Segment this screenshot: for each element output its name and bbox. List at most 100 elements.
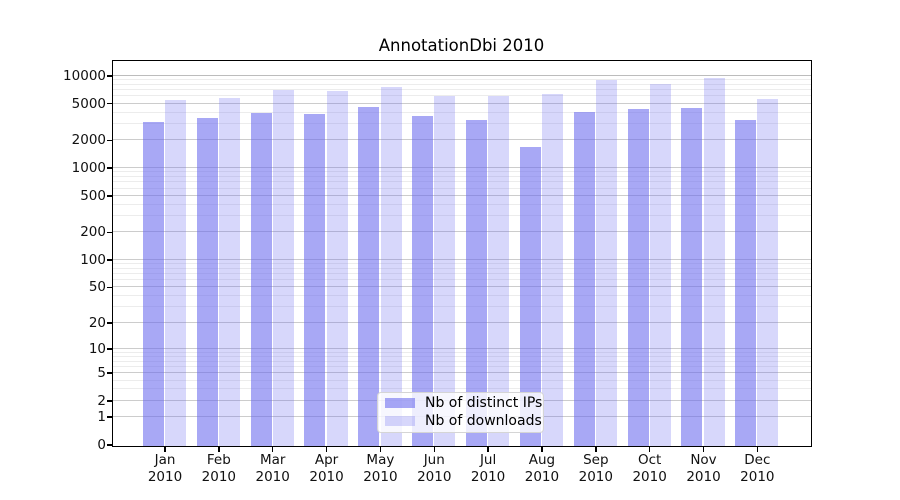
- y-tick-label-2000: 2000: [71, 132, 106, 149]
- bar-distinct-ips-dec-2010: [735, 119, 757, 446]
- y-tick-mark-500: [106, 195, 112, 197]
- y-tick-mark-1: [106, 416, 112, 418]
- x-tick-label-oct-2010: Oct 2010: [632, 452, 667, 485]
- gridline-major-1000: [112, 167, 811, 169]
- gridline-minor-600: [112, 187, 811, 189]
- gridline-major-5000: [112, 102, 811, 104]
- y-tick-mark-50: [106, 286, 112, 289]
- legend-swatch-downloads: [385, 416, 415, 426]
- bar-distinct-ips-nov-2010: [681, 107, 703, 446]
- x-tick-mark-jan-2010: [164, 446, 166, 452]
- x-tick-label-jul-2010: Jul 2010: [470, 452, 506, 485]
- y-tick-mark-2: [106, 400, 112, 402]
- x-tick-label-jan-2010: Jan 2010: [147, 452, 183, 485]
- gridline-minor-3000: [112, 123, 811, 125]
- gridline-minor-3: [112, 388, 811, 390]
- y-tick-label-500: 500: [80, 187, 106, 204]
- bar-distinct-ips-oct-2010: [627, 108, 649, 446]
- gridline-major-200: [112, 231, 811, 233]
- gridline-minor-700: [112, 181, 811, 183]
- gridline-minor-7000: [112, 89, 811, 91]
- gridline-minor-4: [112, 379, 811, 381]
- gridline-minor-300: [112, 215, 811, 217]
- gridline-major-100: [112, 259, 811, 261]
- x-tick-mark-nov-2010: [702, 446, 705, 452]
- y-tick-label-200: 200: [80, 224, 106, 241]
- y-tick-label-5: 5: [97, 365, 106, 382]
- x-tick-label-aug-2010: Aug 2010: [524, 452, 560, 485]
- gridline-major-2000: [112, 139, 811, 141]
- x-tick-mark-apr-2010: [325, 446, 328, 452]
- bar-distinct-ips-aug-2010: [519, 147, 541, 446]
- y-tick-label-5000: 5000: [71, 95, 106, 112]
- y-tick-label-20: 20: [88, 314, 106, 331]
- gridline-minor-9: [112, 351, 811, 353]
- gridline-minor-9000: [112, 79, 811, 81]
- bar-distinct-ips-sep-2010: [573, 112, 595, 446]
- y-tick-mark-100: [106, 259, 112, 261]
- legend-item-distinct-ips: Nb of distinct IPs: [385, 395, 543, 411]
- x-tick-mark-mar-2010: [271, 446, 274, 452]
- y-tick-label-10: 10: [88, 340, 106, 357]
- x-tick-mark-sep-2010: [595, 446, 597, 452]
- bar-downloads-nov-2010: [703, 77, 725, 446]
- gridline-major-500: [112, 194, 811, 196]
- bar-downloads-jun-2010: [434, 95, 456, 446]
- gridline-minor-30: [112, 306, 811, 308]
- x-tick-mark-jul-2010: [487, 446, 489, 452]
- y-tick-mark-10000: [106, 75, 112, 77]
- gridline-minor-4000: [112, 111, 811, 113]
- x-tick-mark-dec-2010: [756, 446, 759, 452]
- gridline-minor-40: [112, 295, 811, 297]
- x-tick-mark-oct-2010: [648, 446, 651, 452]
- y-tick-mark-1000: [106, 167, 112, 169]
- gridline-minor-800: [112, 176, 811, 178]
- gridline-major-50: [112, 286, 811, 288]
- gridline-minor-90: [112, 263, 811, 265]
- gridline-minor-6: [112, 366, 811, 368]
- y-tick-mark-200: [106, 231, 112, 234]
- chart-title: AnnotationDbi 2010: [378, 36, 545, 55]
- x-tick-mark-aug-2010: [541, 446, 543, 452]
- bar-downloads-apr-2010: [326, 91, 348, 446]
- gridline-major-5: [112, 372, 811, 374]
- legend-swatch-distinct-ips: [385, 398, 415, 408]
- bar-distinct-ips-apr-2010: [304, 114, 326, 446]
- gridline-minor-8: [112, 355, 811, 357]
- y-tick-label-1000: 1000: [71, 160, 106, 177]
- x-tick-mark-feb-2010: [218, 446, 220, 452]
- y-tick-label-2: 2: [97, 392, 106, 409]
- bar-downloads-dec-2010: [757, 98, 779, 446]
- bar-downloads-jul-2010: [488, 96, 510, 446]
- y-tick-mark-5000: [106, 102, 112, 105]
- bar-distinct-ips-jan-2010: [142, 122, 164, 446]
- y-tick-label-10000: 10000: [63, 67, 106, 84]
- x-tick-label-jun-2010: Jun 2010: [417, 452, 452, 485]
- gridline-minor-70: [112, 273, 811, 275]
- bar-distinct-ips-may-2010: [358, 107, 380, 446]
- bar-downloads-sep-2010: [595, 79, 617, 446]
- x-tick-label-nov-2010: Nov 2010: [686, 452, 721, 485]
- bar-downloads-may-2010: [380, 87, 402, 446]
- x-tick-mark-jun-2010: [433, 446, 435, 452]
- x-tick-label-mar-2010: Mar 2010: [255, 452, 290, 485]
- y-tick-mark-0: [106, 444, 112, 446]
- gridline-major-10: [112, 347, 811, 349]
- x-tick-label-sep-2010: Sep 2010: [578, 452, 613, 485]
- x-tick-label-may-2010: May 2010: [363, 452, 398, 485]
- bar-distinct-ips-jul-2010: [466, 119, 487, 446]
- y-tick-mark-5: [106, 372, 112, 374]
- y-tick-label-50: 50: [88, 279, 106, 296]
- gridline-minor-7: [112, 360, 811, 362]
- gridline-minor-80: [112, 267, 811, 269]
- x-tick-label-apr-2010: Apr 2010: [309, 452, 344, 485]
- x-tick-label-feb-2010: Feb 2010: [201, 452, 237, 485]
- bar-distinct-ips-jun-2010: [412, 116, 434, 446]
- legend: Nb of distinct IPs Nb of downloads: [377, 391, 544, 433]
- bar-downloads-mar-2010: [272, 89, 294, 446]
- gridline-minor-6000: [112, 95, 811, 97]
- y-tick-label-1: 1: [97, 409, 106, 426]
- gridline-minor-400: [112, 203, 811, 205]
- legend-label-distinct-ips: Nb of distinct IPs: [425, 395, 543, 411]
